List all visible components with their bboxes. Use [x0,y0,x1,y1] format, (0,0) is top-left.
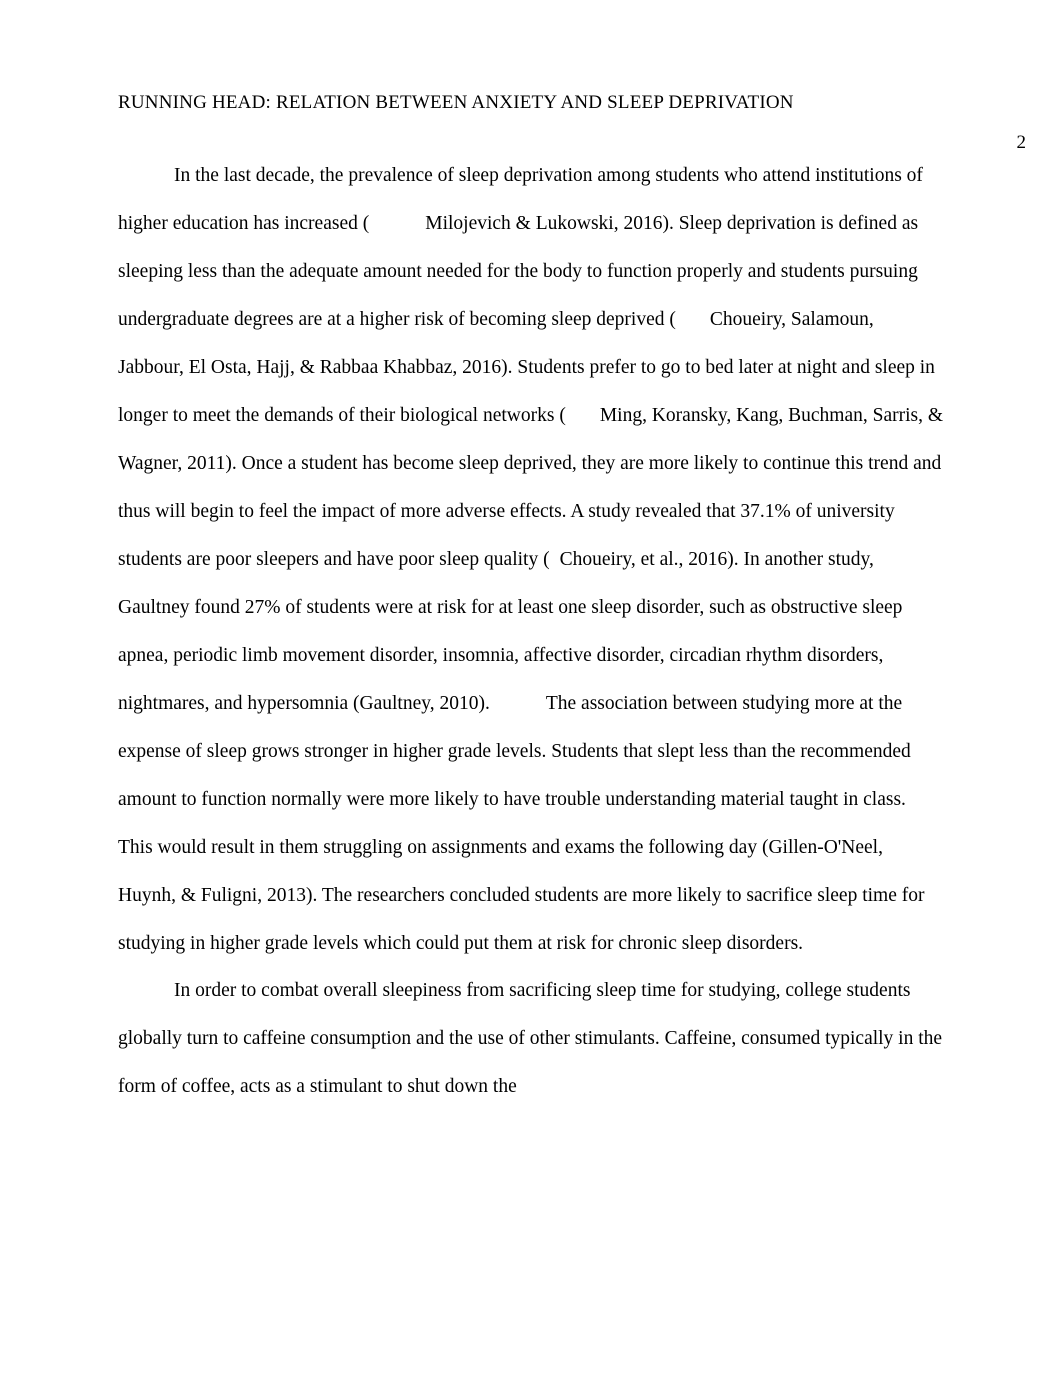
running-head: RUNNING HEAD: RELATION BETWEEN ANXIETY A… [118,92,944,114]
p1-seg6: The association between studying more at… [118,693,924,954]
page-number: 2 [1017,132,1027,154]
p2-seg1: In order to combat overall sleepiness fr… [118,980,942,1097]
page-container: RUNNING HEAD: RELATION BETWEEN ANXIETY A… [0,0,1062,1376]
p1-seg5: Choueiry, et al., 2016). In another stud… [118,549,902,714]
paragraph-2: In order to combat overall sleepiness fr… [118,967,944,1111]
body-text: In the last decade, the prevalence of sl… [118,152,944,1111]
paragraph-1: In the last decade, the prevalence of sl… [118,152,944,967]
p1-seg4: Ming, Koransky, Kang, Buchman, Sarris, &… [118,405,943,570]
